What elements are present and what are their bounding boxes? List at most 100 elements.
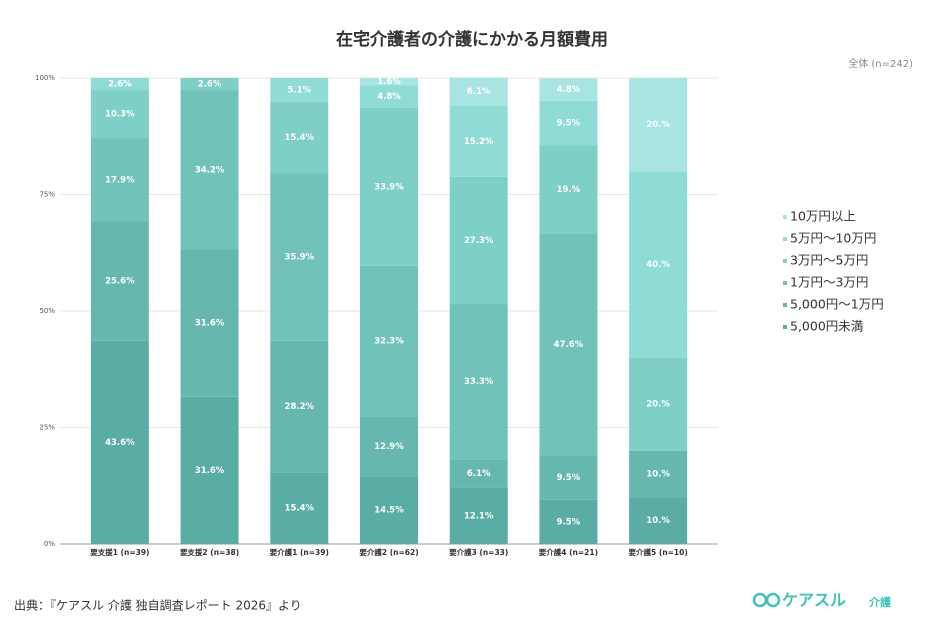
bar-segment: [180, 396, 239, 544]
bar-segment: [90, 340, 149, 544]
bar-segment: [629, 450, 688, 498]
bar-segment: [449, 105, 508, 177]
value-label: 2.6%: [198, 80, 222, 90]
bar-segment: [629, 357, 688, 451]
subtitle: 全体 (n=242): [848, 57, 913, 70]
bar-segment: [270, 173, 329, 341]
logo-icon: [765, 592, 781, 608]
value-label: 25.6%: [105, 277, 135, 287]
legend-label: 1万円～3万円: [790, 275, 868, 290]
y-tick-label: 50%: [39, 307, 55, 315]
y-tick-label: 0%: [44, 540, 55, 548]
bar-segment: [90, 221, 149, 341]
value-label: 31.6%: [195, 466, 225, 476]
bar-segment: [539, 499, 598, 544]
bar-segment: [360, 78, 418, 86]
value-label: 17.9%: [105, 175, 135, 185]
logo-icon: [752, 592, 768, 608]
value-label: 10.%: [646, 470, 670, 480]
bar-segment: [539, 233, 598, 456]
value-label: 6.1%: [467, 469, 491, 479]
bar-segment: [539, 145, 598, 234]
bar-segment: [270, 472, 329, 544]
value-label: 9.5%: [557, 517, 581, 527]
value-label: 47.6%: [554, 340, 584, 350]
logo: ケアスル 介護: [752, 591, 892, 610]
logo-sub: 介護: [868, 595, 892, 609]
y-tick-label: 100%: [35, 74, 55, 82]
value-label: 27.3%: [464, 236, 494, 246]
value-label: 33.9%: [374, 182, 404, 192]
value-label: 19.%: [557, 185, 581, 195]
value-label: 15.4%: [285, 504, 315, 514]
bar-segment: [180, 249, 239, 397]
value-label: 20.%: [646, 400, 670, 410]
value-label: 2.6%: [108, 80, 132, 90]
legend-label: 5,000円～1万円: [790, 297, 884, 312]
value-label: 9.5%: [557, 118, 581, 128]
legend-marker: [783, 325, 787, 329]
value-label: 12.9%: [374, 442, 404, 452]
value-label: 28.2%: [285, 402, 315, 412]
legend-marker: [783, 215, 787, 219]
x-tick-label: 要支援1 (n=39): [90, 547, 149, 557]
legend-label: 3万円～5万円: [790, 253, 868, 268]
x-tick-label: 要介護4 (n=21): [539, 547, 598, 557]
bar-segment: [629, 171, 688, 358]
value-label: 6.1%: [467, 87, 491, 97]
bar-segment: [360, 265, 418, 417]
value-label: 32.3%: [374, 337, 404, 347]
bar-segment: [449, 487, 508, 544]
bar-segment: [449, 176, 508, 305]
bar-segment: [90, 90, 149, 139]
bar-segment: [539, 100, 598, 146]
legend-marker: [783, 237, 787, 241]
legend-label: 10万円以上: [790, 209, 856, 224]
legend-marker: [783, 259, 787, 263]
bar-segment: [360, 476, 418, 544]
value-label: 43.6%: [105, 438, 135, 448]
bar-segment: [270, 78, 329, 102]
chart-title: 在宅介護者の介護にかかる月額費用: [336, 29, 608, 50]
value-label: 10.3%: [105, 110, 135, 120]
y-tick-label: 25%: [39, 424, 55, 432]
bar-segment: [539, 78, 598, 101]
bar-segment: [629, 78, 688, 172]
bar-segment: [360, 416, 418, 477]
value-label: 15.4%: [285, 133, 315, 143]
value-label: 14.5%: [374, 506, 404, 516]
bar-segment: [539, 455, 598, 500]
legend-marker: [783, 303, 787, 307]
bar-segment: [449, 77, 508, 106]
bar-segment: [449, 304, 508, 460]
value-label: 35.9%: [285, 253, 315, 263]
bar-segment: [90, 138, 149, 222]
legend-label: 5,000円未満: [790, 319, 863, 334]
value-label: 1.6%: [377, 77, 401, 87]
x-tick-label: 要介護5 (n=10): [629, 547, 688, 557]
bar-segment: [360, 85, 418, 108]
x-tick-label: 要介護2 (n=62): [359, 547, 418, 557]
bar-segment: [90, 78, 149, 91]
value-label: 34.2%: [195, 165, 225, 175]
bar-segment: [360, 107, 418, 266]
logo-text: ケアスル: [782, 591, 846, 610]
bar-segment: [270, 101, 329, 174]
value-label: 9.5%: [557, 473, 581, 483]
value-label: 12.1%: [464, 511, 494, 521]
source: 出典：『ケアスル 介護 独自調査レポート 2026』より: [14, 598, 302, 613]
y-tick-label: 75%: [39, 191, 55, 199]
bar-segment: [270, 340, 329, 473]
bar-segment: [180, 90, 239, 250]
value-label: 20.%: [646, 120, 670, 130]
legend-marker: [783, 281, 787, 285]
x-tick-label: 要支援2 (n=38): [180, 547, 239, 557]
value-label: 5.1%: [287, 85, 311, 95]
value-label: 15.2%: [464, 137, 494, 147]
value-label: 10.%: [646, 516, 670, 526]
legend-label: 5万円～10万円: [790, 231, 876, 246]
value-label: 33.3%: [464, 377, 494, 387]
x-tick-label: 要介護3 (n=33): [449, 547, 508, 557]
value-label: 40.%: [646, 260, 670, 270]
